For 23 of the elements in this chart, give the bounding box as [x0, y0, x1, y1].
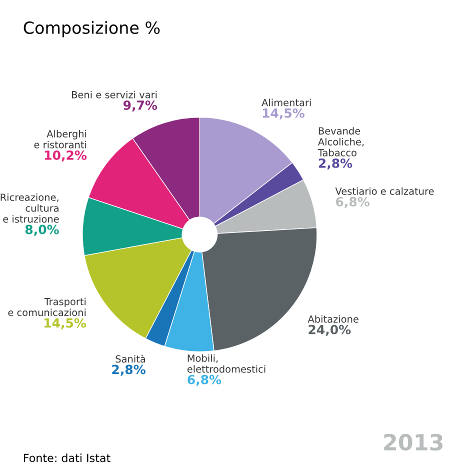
slice-label: Sanità	[116, 354, 146, 363]
source-note: Fonte: dati Istat	[24, 454, 110, 462]
slice-label: Trasporti e comunicazioni	[8, 298, 86, 316]
data-label: 6,8%	[336, 196, 370, 208]
data-label: 9,7%	[123, 100, 158, 112]
slice-label: Ricreazione, cultura e istruzione	[0, 193, 59, 223]
slice-label: Alberghi e ristoranti	[34, 130, 86, 148]
slice-label: Abitazione	[308, 315, 358, 323]
data-label: 14,5%	[44, 318, 86, 330]
slice-label: Alimentari	[262, 98, 311, 106]
slice-label: Beni e servizi vari	[72, 90, 157, 98]
chart-title: Composizione %	[24, 21, 160, 38]
data-label: 2,8%	[112, 364, 146, 376]
slice-label: Bevande Alcoliche, Tabacco	[318, 127, 364, 156]
data-label: 8,0%	[25, 224, 59, 236]
slice-label: Mobili, elettrodomestici	[187, 354, 266, 373]
text: 2013	[384, 434, 442, 451]
data-label: 6,8%	[188, 374, 222, 386]
data-label: 10,2%	[45, 150, 87, 162]
data-label: 2,8%	[318, 158, 352, 170]
slice-label: Vestiario e calzature	[335, 187, 434, 195]
data-label: 14,5%	[262, 108, 304, 120]
data-label: 24,0%	[308, 324, 351, 336]
